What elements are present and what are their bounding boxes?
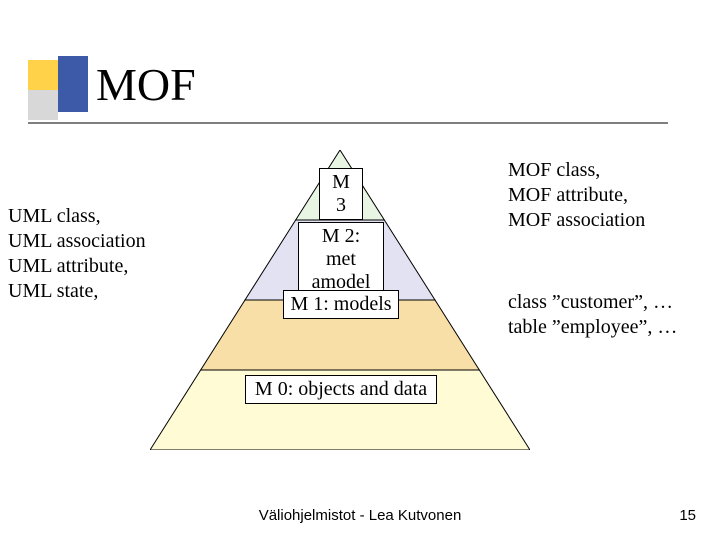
pyramid-label-m0: M 0: objects and data [245, 375, 437, 404]
title-deco-square [58, 56, 88, 112]
title-deco-square [28, 90, 58, 120]
pyramid-label-m3-line1: M 3 [332, 171, 350, 216]
title-underline [28, 122, 668, 124]
pyramid-label-m1: M 1: models [283, 290, 399, 319]
title-deco-square [28, 60, 58, 90]
pyramid-label-m1-line1: M 1: models [290, 293, 391, 315]
pyramid-label-m0-line1: M 0: objects and data [255, 378, 427, 400]
pyramid-label-m3: M 3 [319, 168, 363, 220]
annotation-right-examples: class ”customer”, … table ”employee”, … [508, 290, 677, 340]
page-number: 15 [679, 507, 696, 524]
pyramid-diagram: M 3 M 2: metamodelM 1: models M 0: objects… [150, 150, 530, 450]
page-title: MOF [96, 58, 196, 111]
slide: MOF M 3 M 2: metamodelM 1: models M 0: obj… [0, 0, 720, 540]
pyramid-label-m2: M 2: metamodel [298, 222, 384, 297]
annotation-right-mof: MOF class, MOF attribute, MOF associatio… [508, 158, 645, 233]
annotation-left-uml: UML class, UML association UML attribute… [8, 204, 146, 304]
footer-text: Väliohjelmistot - Lea Kutvonen [0, 507, 720, 524]
pyramid-label-m2-line1: M 2: met [322, 225, 360, 270]
